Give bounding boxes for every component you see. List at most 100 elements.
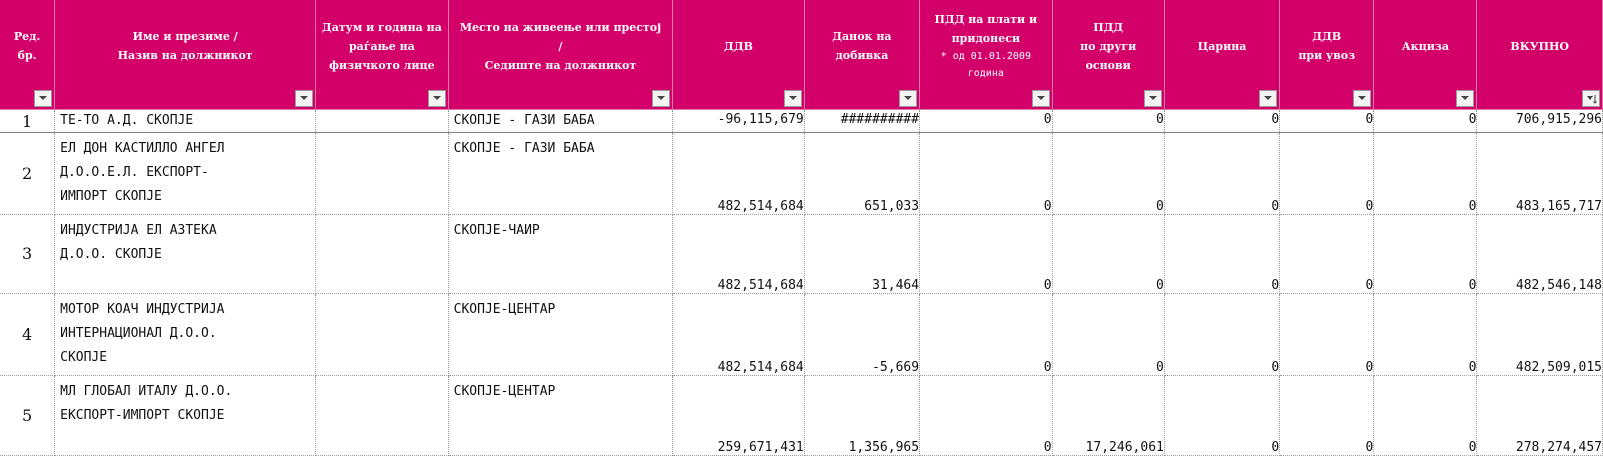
- cell-name[interactable]: ИНДУСТРИЈА ЕЛ АЗТЕКА Д.О.О. СКОПЈЕ: [54, 214, 317, 294]
- cell-no[interactable]: 4: [0, 293, 56, 376]
- cell-pdd-other[interactable]: 0: [1052, 293, 1165, 376]
- dropdown-arrow-icon: [300, 95, 309, 100]
- filter-button-name[interactable]: [295, 89, 314, 107]
- col-header-profit-tax: Данок на добивка: [804, 0, 921, 110]
- cell-place[interactable]: СКОПЈЕ - ГАЗИ БАБА: [448, 109, 674, 133]
- table-row: 5 МЛ ГЛОБАЛ ИТАЛУ Д.О.О. ЕКСПОРТ-ИМПОРТ …: [0, 375, 1603, 456]
- cell-place[interactable]: СКОПЈЕ-ЦЕНТАР: [448, 293, 674, 376]
- cell-ddv[interactable]: 482,514,684: [672, 132, 805, 215]
- table-row: 3 ИНДУСТРИЈА ЕЛ АЗТЕКА Д.О.О. СКОПЈЕ СКО…: [0, 214, 1603, 294]
- cell-excise[interactable]: 0: [1373, 132, 1478, 215]
- cell-excise[interactable]: 0: [1373, 375, 1478, 456]
- col-header-pdd-wages: ПДД на плати и придонеси * од 01.01.2009 го…: [919, 0, 1053, 110]
- cell-pdd-other[interactable]: 17,246,061: [1052, 375, 1165, 456]
- cell-total[interactable]: 483,165,717: [1476, 132, 1603, 215]
- cell-no[interactable]: 3: [0, 214, 56, 294]
- cell-profit-tax[interactable]: 1,356,965: [804, 375, 921, 456]
- cell-birth[interactable]: [315, 214, 449, 294]
- dropdown-arrow-icon: [1036, 95, 1045, 100]
- dropdown-arrow-icon: [788, 95, 797, 100]
- cell-import-vat[interactable]: 0: [1279, 293, 1375, 376]
- dropdown-arrow-icon: [1264, 95, 1273, 100]
- filter-button-pdd-wages[interactable]: [1031, 89, 1050, 107]
- cell-pdd-wages[interactable]: 0: [919, 214, 1053, 294]
- cell-profit-tax[interactable]: 31,464: [804, 214, 921, 294]
- cell-place[interactable]: СКОПЈЕ - ГАЗИ БАБА: [448, 132, 674, 215]
- cell-pdd-wages[interactable]: 0: [919, 132, 1053, 215]
- filter-button-customs[interactable]: [1259, 89, 1278, 107]
- cell-customs[interactable]: 0: [1164, 214, 1281, 294]
- sort-descending-icon: [1587, 94, 1597, 104]
- filter-button-ddv[interactable]: [783, 89, 802, 107]
- cell-place[interactable]: СКОПЈЕ-ЦЕНТАР: [448, 375, 674, 456]
- table-row: 4 МОТОР КОАЧ ИНДУСТРИЈА ИНТЕРНАЦИОНАЛ Д.…: [0, 293, 1603, 376]
- cell-customs[interactable]: 0: [1164, 109, 1281, 133]
- cell-pdd-wages[interactable]: 0: [919, 293, 1053, 376]
- col-header-no: Ред. бр.: [0, 0, 56, 110]
- cell-place[interactable]: СКОПЈЕ-ЧАИР: [448, 214, 674, 294]
- cell-pdd-wages[interactable]: 0: [919, 375, 1053, 456]
- table-row: 2 ЕЛ ДОН КАСТИЛЛО АНГЕЛ Д.О.О.Е.Л. ЕКСПО…: [0, 132, 1603, 215]
- filter-button-pdd-other[interactable]: [1143, 89, 1162, 107]
- col-header-name: Име и презиме / Назив на должникот: [54, 0, 317, 110]
- cell-excise[interactable]: 0: [1373, 109, 1478, 133]
- cell-birth[interactable]: [315, 109, 449, 133]
- cell-name[interactable]: МЛ ГЛОБАЛ ИТАЛУ Д.О.О. ЕКСПОРТ-ИМПОРТ СК…: [54, 375, 317, 456]
- cell-customs[interactable]: 0: [1164, 293, 1281, 376]
- col-header-place: Место на живеење или престој / Седиште на …: [448, 0, 674, 110]
- cell-excise[interactable]: 0: [1373, 293, 1478, 376]
- cell-total[interactable]: 482,546,148: [1476, 214, 1603, 294]
- filter-button-birth[interactable]: [427, 89, 446, 107]
- cell-name[interactable]: ТЕ-ТО А.Д. СКОПЈЕ: [54, 109, 317, 133]
- cell-import-vat[interactable]: 0: [1279, 132, 1375, 215]
- cell-total[interactable]: 706,915,296: [1476, 109, 1603, 133]
- cell-customs[interactable]: 0: [1164, 132, 1281, 215]
- cell-birth[interactable]: [315, 375, 449, 456]
- cell-no[interactable]: 5: [0, 375, 56, 456]
- cell-pdd-wages[interactable]: 0: [919, 109, 1053, 133]
- col-header-pdd-other: ПДД по други основи: [1052, 0, 1165, 110]
- cell-birth[interactable]: [315, 132, 449, 215]
- dropdown-arrow-icon: [1461, 95, 1470, 100]
- dropdown-arrow-icon: [1358, 95, 1367, 100]
- cell-import-vat[interactable]: 0: [1279, 109, 1375, 133]
- filter-button-profit-tax[interactable]: [899, 89, 918, 107]
- col-header-ddv: ДДВ: [672, 0, 805, 110]
- filter-button-total[interactable]: [1582, 89, 1600, 107]
- cell-customs[interactable]: 0: [1164, 375, 1281, 456]
- cell-no[interactable]: 1: [0, 109, 56, 133]
- dropdown-arrow-icon: [657, 95, 666, 100]
- filter-button-excise[interactable]: [1456, 89, 1475, 107]
- table-row: 1 ТЕ-ТО А.Д. СКОПЈЕ СКОПЈЕ - ГАЗИ БАБА -…: [0, 109, 1603, 133]
- cell-import-vat[interactable]: 0: [1279, 375, 1375, 456]
- cell-total[interactable]: 278,274,457: [1476, 375, 1603, 456]
- filter-button-no[interactable]: [34, 89, 53, 107]
- header-row: Ред. бр. Име и презиме / Назив на должнико…: [0, 0, 1603, 110]
- cell-profit-tax[interactable]: -5,669: [804, 293, 921, 376]
- cell-ddv[interactable]: 482,514,684: [672, 214, 805, 294]
- cell-ddv[interactable]: 482,514,684: [672, 293, 805, 376]
- cell-birth[interactable]: [315, 293, 449, 376]
- cell-total[interactable]: 482,509,015: [1476, 293, 1603, 376]
- dropdown-arrow-icon: [432, 95, 441, 100]
- cell-no[interactable]: 2: [0, 132, 56, 215]
- col-header-import-vat: ДДВ при увоз: [1279, 0, 1375, 110]
- filter-button-import-vat[interactable]: [1353, 89, 1372, 107]
- cell-import-vat[interactable]: 0: [1279, 214, 1375, 294]
- dropdown-arrow-icon: [1148, 95, 1157, 100]
- cell-pdd-other[interactable]: 0: [1052, 109, 1165, 133]
- filter-button-place[interactable]: [652, 89, 671, 107]
- cell-pdd-other[interactable]: 0: [1052, 132, 1165, 215]
- cell-excise[interactable]: 0: [1373, 214, 1478, 294]
- cell-pdd-other[interactable]: 0: [1052, 214, 1165, 294]
- cell-name[interactable]: ЕЛ ДОН КАСТИЛЛО АНГЕЛ Д.О.О.Е.Л. ЕКСПОРТ…: [54, 132, 317, 215]
- dropdown-arrow-icon: [39, 95, 48, 100]
- cell-ddv[interactable]: -96,115,679: [672, 109, 805, 133]
- col-header-total: ВКУПНО: [1476, 0, 1603, 110]
- cell-profit-tax[interactable]: ##########: [804, 109, 921, 133]
- cell-ddv[interactable]: 259,671,431: [672, 375, 805, 456]
- cell-profit-tax[interactable]: 651,033: [804, 132, 921, 215]
- cell-name[interactable]: МОТОР КОАЧ ИНДУСТРИЈА ИНТЕРНАЦИОНАЛ Д.О.…: [54, 293, 317, 376]
